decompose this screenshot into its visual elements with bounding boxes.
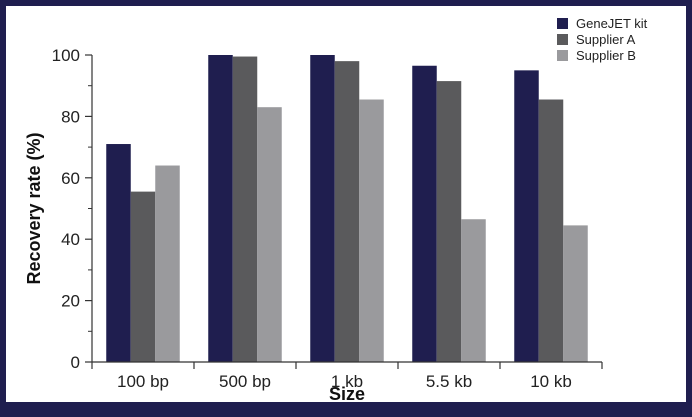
x-tick-label: 10 kb <box>530 372 572 391</box>
y-tick-label: 0 <box>71 353 80 372</box>
bar-supplier-b-100-bp <box>155 165 180 362</box>
bar-genejet-kit-5-5-kb <box>412 65 437 362</box>
bar-supplier-b-10-kb <box>563 225 588 362</box>
y-tick-label: 100 <box>52 46 80 65</box>
chart-panel: 0 20 40 60 80 100 100 bp 500 bp 1 kb 5.5 kb 10 kb… <box>6 6 686 402</box>
legend-label: Supplier B <box>576 48 636 63</box>
bar-genejet-kit-500-bp <box>208 55 233 362</box>
x-axis-title: Size <box>329 384 365 402</box>
bar-supplier-a-1-kb <box>334 61 360 362</box>
bar-genejet-kit-100-bp <box>106 144 131 362</box>
legend-swatch <box>557 50 568 61</box>
bar-genejet-kit-1-kb <box>310 55 335 362</box>
legend-swatch <box>557 18 568 29</box>
y-tick-label: 20 <box>61 292 80 311</box>
x-tick-label: 500 bp <box>219 372 271 391</box>
bar-genejet-kit-10-kb <box>514 70 539 362</box>
y-tick-label: 80 <box>61 107 80 126</box>
bar-supplier-b-500-bp <box>257 107 282 362</box>
y-tick-label: 60 <box>61 169 80 188</box>
y-ticks-group: 0 20 40 60 80 100 <box>52 46 92 372</box>
x-tick-label: 1 kb <box>331 372 363 391</box>
legend-label: GeneJET kit <box>576 16 648 31</box>
bar-supplier-a-5-5-kb <box>436 81 462 362</box>
bar-supplier-b-5-5-kb <box>461 219 486 362</box>
y-tick-label: 40 <box>61 230 80 249</box>
bar-supplier-b-1-kb <box>359 99 384 362</box>
bars-group <box>106 55 588 362</box>
legend-swatch <box>557 34 568 45</box>
bar-supplier-a-10-kb <box>538 99 564 362</box>
bar-supplier-a-100-bp <box>130 191 156 362</box>
legend-label: Supplier A <box>576 32 636 47</box>
y-axis-title: Recovery rate (%) <box>24 132 44 284</box>
x-tick-label: 100 bp <box>117 372 169 391</box>
bar-supplier-a-500-bp <box>232 56 258 362</box>
x-ticks-group: 100 bp 500 bp 1 kb 5.5 kb 10 kb <box>91 362 603 391</box>
x-tick-label: 5.5 kb <box>426 372 472 391</box>
bar-chart: 0 20 40 60 80 100 100 bp 500 bp 1 kb 5.5 kb 10 kb… <box>24 16 648 402</box>
